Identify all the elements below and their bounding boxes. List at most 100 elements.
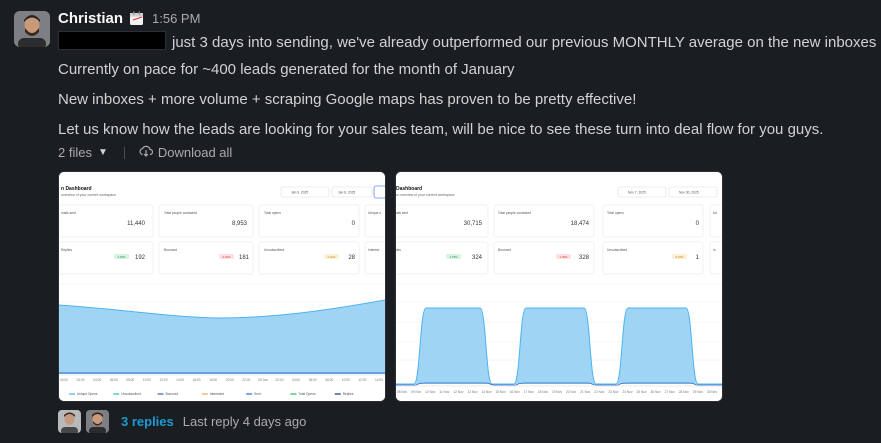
reply-count-link[interactable]: 3 replies: [121, 413, 174, 429]
download-all-button[interactable]: Download all: [139, 145, 232, 160]
stat-label: mails sent: [61, 211, 76, 215]
stat-label: Unique o: [368, 211, 381, 215]
message-line-2: Currently on pace for ~400 leads generat…: [58, 61, 515, 78]
files-count-label: 2 files: [58, 145, 92, 160]
stat-value: 0: [696, 221, 700, 227]
stat-badge-text: 2.02%: [223, 255, 231, 259]
reply-avatar[interactable]: [86, 409, 109, 433]
stat-value: 8,953: [232, 221, 248, 227]
x-tick-label: 04:00: [93, 378, 101, 382]
download-all-label: Download all: [157, 145, 233, 160]
x-tick-label: 16:00: [193, 378, 201, 382]
stat-value: 181: [239, 255, 250, 261]
stat-card: Bounced 2.02% 181: [158, 241, 254, 275]
x-tick-label: 28 Nov: [679, 390, 690, 394]
stat-value: 1: [696, 255, 700, 261]
chart-legend: Unique Opens Unsubscribed Bounced Intereste…: [69, 392, 354, 396]
stat-card: Unique o: [364, 204, 385, 238]
files-count-toggle[interactable]: 2 files ▼: [58, 145, 108, 160]
x-tick-label: 02:00: [276, 378, 284, 382]
stat-label: Total opens: [264, 211, 281, 215]
divider: [123, 146, 125, 159]
x-tick-label: 27 Nov: [665, 390, 676, 394]
x-tick-label: 22:00: [242, 378, 250, 382]
date-to-field[interactable]: [668, 186, 718, 198]
sent-area: [59, 300, 385, 374]
stat-card: lies 1.75% 324: [396, 241, 489, 275]
x-tick-label: 19 Nov: [552, 390, 563, 394]
stat-card: Total opens 0: [258, 204, 360, 238]
date-from-value: Nov 7, 2025: [628, 191, 646, 195]
x-tick-label: 06:00: [309, 378, 317, 382]
redacted-mention: [58, 31, 166, 50]
stat-label: Interest: [368, 248, 379, 252]
x-tick-label: 15 Nov: [496, 390, 507, 394]
stat-badge: [219, 254, 234, 259]
stat-label: Total opens: [607, 211, 624, 215]
x-tick-label: 20:00: [226, 378, 234, 382]
message-timestamp[interactable]: 1:56 PM: [152, 10, 201, 26]
x-tick-label: 25 Nov: [636, 390, 647, 394]
x-tick-label: 14 Nov: [481, 390, 492, 394]
message-line-4: Let us know how the leads are looking fo…: [58, 121, 824, 138]
stat-badge-text: 0.01%: [676, 255, 684, 259]
author-name[interactable]: Christian: [58, 9, 124, 27]
reply-avatar[interactable]: [58, 409, 81, 433]
stat-value: 18,474: [571, 221, 590, 227]
stat-label: Un: [713, 211, 717, 215]
sent-line: [59, 299, 385, 319]
stat-card: Total people contacted 18,474: [493, 204, 595, 238]
x-tick-label: 22 Nov: [594, 390, 605, 394]
stat-value: 28: [348, 255, 355, 261]
date-to-value: Jan 8, 2025: [338, 191, 355, 195]
stat-label: Replies: [61, 248, 72, 252]
x-tick-label: 14:00: [375, 378, 383, 382]
x-tick-label: 21 Nov: [580, 390, 591, 394]
date-from-field[interactable]: [280, 186, 330, 198]
stat-label: Bounced: [164, 248, 177, 252]
date-to-field[interactable]: [331, 186, 373, 198]
x-tick-label: 14:00: [176, 378, 184, 382]
x-tick-label: 10:00: [342, 378, 350, 382]
stat-card: ails sent 30,715: [396, 204, 489, 238]
author-avatar[interactable]: [14, 11, 50, 47]
stat-label: lies: [396, 248, 401, 252]
x-tick-label: 30 Nov: [707, 390, 718, 394]
dashboard-title: Dashboard: [396, 186, 422, 192]
stat-badge: [672, 254, 687, 259]
stat-badge: [556, 254, 571, 259]
stat-value: 0: [352, 221, 356, 227]
stat-label: Total people contacted: [164, 211, 197, 215]
x-tick-label: 06:00: [110, 378, 118, 382]
stat-label: Total people contacted: [498, 211, 531, 215]
x-tick-label: 23 Nov: [608, 390, 619, 394]
x-tick-label: 12:00: [358, 378, 366, 382]
stat-card: Un: [709, 204, 722, 238]
x-tick-label: 08:00: [325, 378, 333, 382]
x-tick-label: 11 Nov: [439, 390, 449, 394]
x-tick-label: 00:00: [60, 378, 68, 382]
date-action-button[interactable]: [373, 185, 385, 199]
stat-label: In: [713, 248, 716, 252]
date-from-field[interactable]: [617, 186, 667, 198]
attachment-dashboard-jan[interactable]: n Dashboard overview of your current wor…: [58, 171, 386, 402]
x-tick-label: 17 Nov: [524, 390, 535, 394]
stat-card: In: [709, 241, 722, 275]
legend-label: Unique Opens: [77, 392, 98, 396]
attachment-dashboard-nov[interactable]: Dashboard w overview of your current wor…: [395, 171, 723, 402]
cloud-download-icon: [139, 145, 153, 160]
message-line-3: New inboxes + more volume + scraping Goo…: [58, 91, 637, 108]
dashboard-subtitle: overview of your current workspace: [61, 193, 116, 197]
x-axis-ticks: 08 Nov 09 Nov 10 Nov 11 Nov 12 Nov 13 Nov 14 N…: [397, 390, 718, 394]
stat-card: Bounced 1.78% 328: [493, 241, 595, 275]
thread-replies-bar[interactable]: 3 replies Last reply 4 days ago: [58, 409, 306, 433]
x-tick-label: 13 Nov: [467, 390, 478, 394]
stat-card: Unsubscribed 0.31% 28: [258, 241, 360, 275]
last-reply-time: Last reply 4 days ago: [182, 413, 307, 429]
x-tick-label: 18 Nov: [538, 390, 549, 394]
x-tick-label: 29 Nov: [693, 390, 704, 394]
message-text: just 3 days into sending, we've already …: [172, 34, 877, 51]
calendar-icon: [129, 11, 144, 26]
files-toolbar: 2 files ▼ Download all: [58, 145, 232, 160]
stat-label: Unsubscribed: [264, 248, 284, 252]
